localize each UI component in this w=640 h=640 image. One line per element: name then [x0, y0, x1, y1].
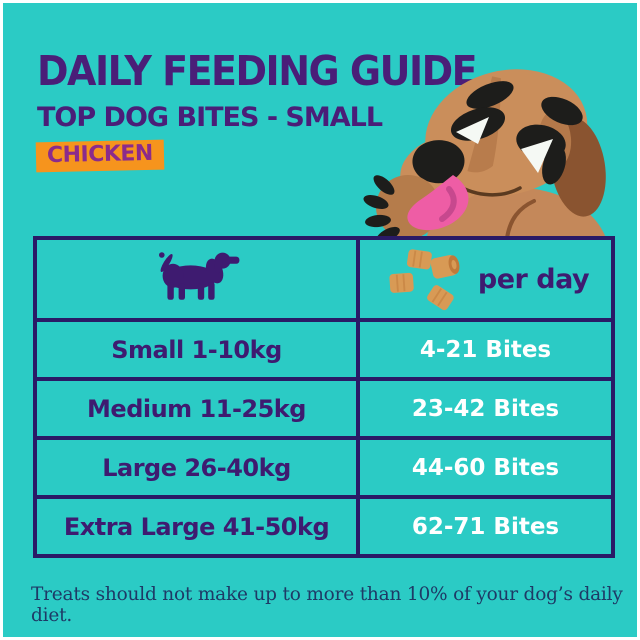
- size-label: Small 1-10kg: [111, 335, 282, 364]
- footnote-text: Treats should not make up to more than 1…: [31, 584, 623, 626]
- size-label: Extra Large 41-50kg: [63, 512, 330, 541]
- row-divider: [37, 377, 611, 381]
- column-divider: [356, 240, 360, 318]
- product-subtitle: TOP DOG BITES - SMALL: [37, 102, 383, 133]
- table-row-extra-large: Extra Large 41-50kg 62-71 Bites: [37, 499, 611, 554]
- size-label: Medium 11-25kg: [87, 394, 306, 423]
- row-divider: [37, 436, 611, 440]
- feeding-table: per day Small 1-10kg 4-21 Bites Medium 1…: [33, 236, 615, 558]
- table-row-large: Large 26-40kg 44-60 Bites: [37, 440, 611, 495]
- amount-value: 62-71 Bites: [411, 513, 560, 540]
- amount-value: 4-21 Bites: [419, 336, 552, 363]
- header-per-day-cell: per day: [360, 240, 611, 318]
- dog-licking-paw-illustration: [363, 69, 606, 238]
- row-divider: [37, 495, 611, 499]
- table-header-row: per day: [37, 240, 611, 318]
- amount-value: 23-42 Bites: [411, 395, 560, 422]
- flavor-badge: CHICKEN: [35, 139, 165, 173]
- page-title: DAILY FEEDING GUIDE: [37, 47, 478, 95]
- per-day-label: per day: [477, 263, 590, 295]
- table-row-small: Small 1-10kg 4-21 Bites: [37, 322, 611, 377]
- table-row-medium: Medium 11-25kg 23-42 Bites: [37, 381, 611, 436]
- dog-silhouette-icon: [158, 252, 239, 300]
- row-divider: [37, 318, 611, 322]
- amount-value: 44-60 Bites: [411, 454, 560, 481]
- treat-bites-icon: [389, 249, 460, 311]
- header-dog-size-cell: [37, 240, 356, 318]
- size-label: Large 26-40kg: [102, 453, 291, 482]
